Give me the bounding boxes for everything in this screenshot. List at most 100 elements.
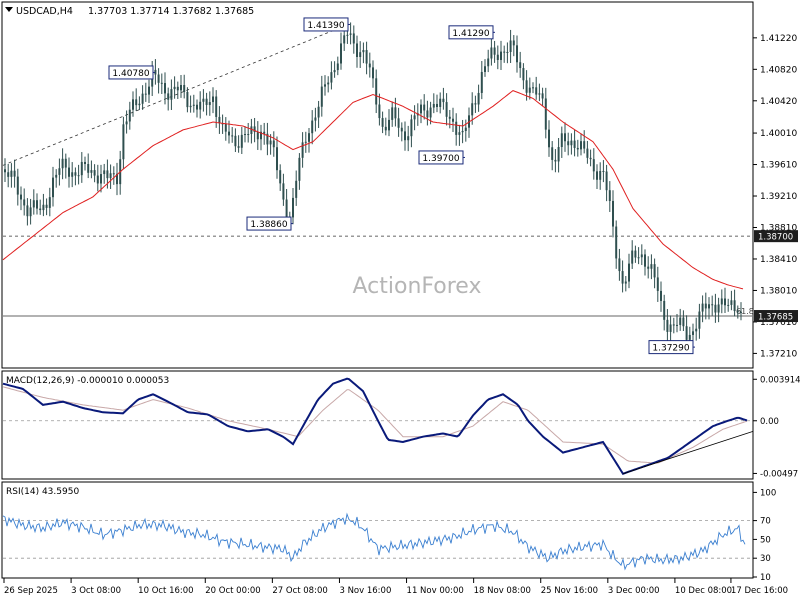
candle-body — [554, 159, 557, 162]
candle-body — [61, 158, 64, 169]
candle-body — [48, 197, 51, 208]
candle-body — [276, 147, 278, 171]
candle-body — [628, 263, 630, 282]
macd-axis: 0.003914 0.00 -0.00497 — [753, 375, 800, 479]
candle-body — [730, 300, 733, 305]
candle-body — [650, 264, 653, 269]
candle-body — [394, 107, 397, 119]
candle-body — [634, 250, 637, 258]
last-price-label-text: 1.37685 — [758, 313, 793, 323]
candle-body — [55, 174, 58, 178]
candle-body — [551, 147, 554, 160]
candle-body — [20, 194, 22, 200]
candle-body — [653, 264, 656, 278]
candle-body — [167, 93, 170, 100]
candle-body — [458, 132, 461, 135]
candle-body — [234, 135, 237, 147]
candle-body — [10, 170, 13, 177]
candle-body — [503, 51, 506, 53]
price-tick-label: 1.38410 — [760, 255, 797, 265]
candle-body — [528, 87, 531, 93]
candle-body — [208, 102, 211, 105]
candle-body — [292, 197, 294, 218]
candle-body — [599, 170, 602, 180]
rsi-line — [2, 512, 746, 571]
candle-body — [240, 134, 243, 148]
candle-body — [109, 173, 112, 179]
candle-body — [144, 93, 147, 95]
candle-body — [672, 324, 675, 326]
time-tick-label: 25 Nov 16:00 — [541, 586, 598, 596]
candle-body — [68, 167, 70, 177]
candle-body — [282, 183, 285, 200]
rsi-tick-label: 100 — [760, 488, 776, 498]
candle-body — [359, 52, 362, 57]
candle-body — [314, 117, 317, 121]
candle-body — [637, 257, 640, 259]
candle-body — [573, 140, 576, 148]
candle-body — [80, 161, 83, 176]
candle-body — [711, 304, 714, 306]
candle-body — [16, 176, 19, 195]
candle-body — [512, 40, 515, 46]
candle-body — [192, 104, 195, 106]
candle-body — [490, 47, 493, 59]
candle-body — [733, 300, 736, 312]
candle-body — [560, 133, 563, 148]
candle-body — [7, 172, 10, 177]
candle-body — [84, 161, 86, 165]
candle-body — [708, 304, 710, 309]
macd-tick-label: -0.00497 — [760, 469, 798, 479]
candle-body — [647, 266, 650, 269]
candle-body — [231, 135, 234, 137]
candle-body — [154, 69, 157, 75]
candle-body — [253, 126, 256, 133]
macd-tick-label: 0.00 — [760, 417, 779, 427]
candle-body — [250, 126, 253, 135]
candle-body — [93, 170, 96, 176]
header-dropdown-icon — [5, 7, 13, 12]
price-tick-label: 1.37210 — [760, 349, 797, 359]
level-box-label: 1.37290 — [652, 344, 689, 354]
candle-body — [324, 84, 326, 87]
candle-body — [455, 121, 458, 135]
candle-body — [717, 304, 720, 313]
candle-body — [538, 93, 541, 95]
candle-body — [448, 116, 451, 119]
last-price-label-bg — [754, 310, 798, 323]
candle-body — [391, 107, 394, 120]
rsi-tick-label: 50 — [760, 535, 771, 545]
candle-body — [586, 148, 589, 158]
candle-body — [333, 70, 336, 73]
price-panel: 61.8 1.40780 1.41390 1.41290 1.38860 1.39700 1… — [2, 17, 754, 355]
rsi-tick-label: 70 — [760, 517, 771, 527]
time-tick-label: 20 Oct 00:00 — [205, 586, 260, 596]
candle-body — [141, 93, 144, 104]
candle-body — [128, 109, 131, 122]
candle-body — [592, 159, 595, 172]
candle-body — [356, 43, 358, 57]
level-box-label: 1.41390 — [307, 21, 344, 31]
level-box — [448, 25, 494, 40]
candle-body — [39, 208, 42, 211]
candle-body — [362, 50, 365, 53]
candle-body — [263, 131, 266, 134]
candle-body — [170, 89, 173, 100]
candle-body — [52, 177, 54, 198]
candle-body — [221, 123, 224, 125]
candle-body — [429, 107, 432, 118]
candle-body — [432, 103, 435, 108]
candle-body — [698, 311, 701, 329]
price-tick-label: 1.38810 — [760, 223, 797, 233]
candle-body — [160, 82, 163, 84]
candle-body — [426, 110, 429, 118]
candle-body — [621, 271, 624, 284]
candle-body — [298, 157, 301, 181]
candle-body — [436, 103, 438, 107]
time-tick-label: 11 Nov 00:00 — [407, 586, 464, 596]
last-price-price-label: 1.37685 — [754, 310, 798, 323]
horizontal-dashed-label-bg — [754, 230, 798, 243]
level-box-label: 1.39700 — [422, 154, 459, 164]
candle-body — [71, 172, 74, 177]
candle-body — [471, 103, 474, 116]
